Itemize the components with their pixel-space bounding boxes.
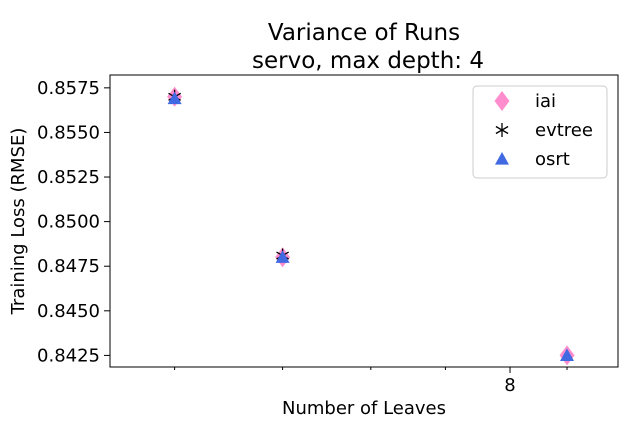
legend-label-osrt: osrt: [535, 149, 570, 170]
legend: iai evtree osrt: [472, 85, 608, 179]
y-tick-label: 0.8525: [37, 167, 100, 188]
y-axis: 0.8425 0.8450 0.8475 0.8500 0.8525 0.8550 0.85…: [37, 78, 110, 366]
y-tick-label: 0.8425: [37, 345, 100, 366]
x-axis-label: Number of Leaves: [282, 398, 446, 419]
x-tick-label: 8: [504, 375, 515, 396]
y-axis-label: Training Loss (RMSE): [8, 128, 29, 316]
legend-marker-iai: [494, 91, 510, 111]
legend-label-evtree: evtree: [535, 120, 593, 141]
marker-osrt: [167, 91, 182, 105]
y-tick-label: 0.8475: [37, 256, 100, 277]
legend-label-iai: iai: [535, 91, 556, 112]
legend-marker-evtree: [495, 123, 509, 137]
y-tick-label: 0.8500: [37, 212, 100, 233]
chart-subtitle: servo, max depth: 4: [252, 48, 484, 74]
marker-osrt: [275, 250, 290, 263]
y-tick-label: 0.8450: [37, 301, 100, 322]
x-axis: 8: [174, 367, 568, 396]
legend-frame: [472, 85, 608, 179]
data-markers: [167, 86, 575, 366]
plot-area: [109, 74, 619, 368]
y-tick-label: 0.8575: [37, 78, 100, 99]
legend-marker-osrt: [495, 152, 509, 165]
marker-osrt: [560, 348, 575, 362]
y-tick-label: 0.8550: [37, 122, 100, 143]
chart-title: Variance of Runs: [268, 20, 460, 46]
